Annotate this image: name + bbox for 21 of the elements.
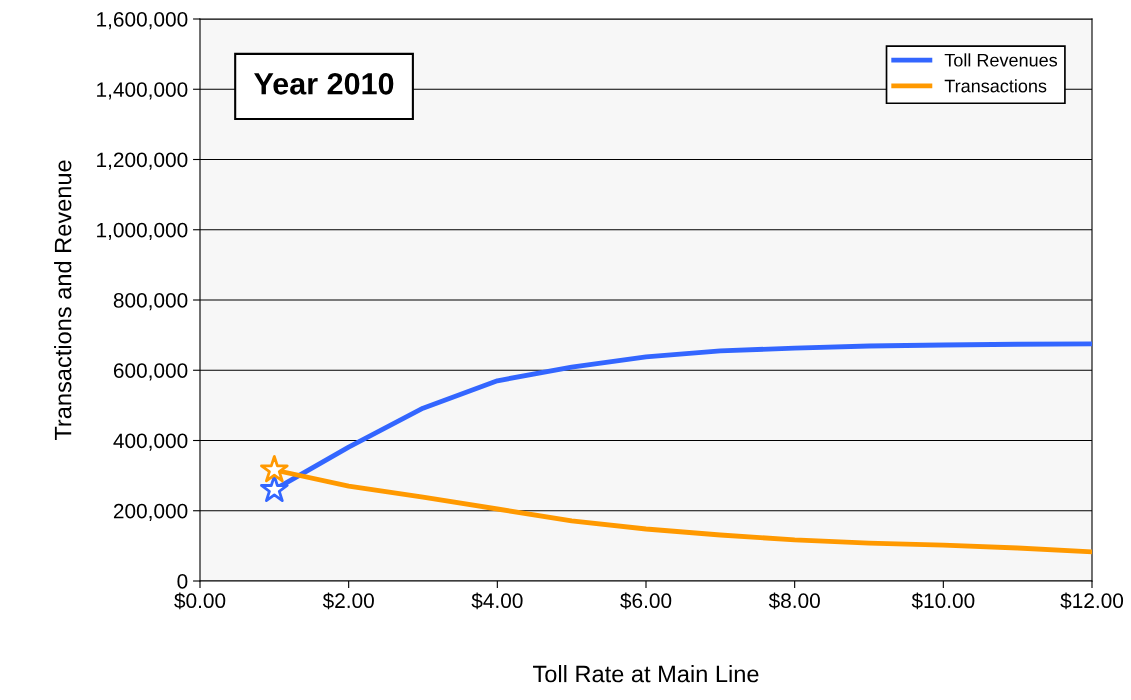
x-tick-label: $2.00 (322, 592, 374, 610)
y-tick-label: 200,000 (113, 503, 188, 521)
annotation: Year 2010 (254, 73, 394, 95)
x-tick-label: $8.00 (768, 592, 820, 610)
y-tick-label: 800,000 (113, 293, 188, 311)
x-tick-label: $12.00 (1060, 592, 1124, 610)
y-axis-title: Transactions and Revenue (54, 160, 72, 441)
y-tick-label: 600,000 (113, 363, 188, 381)
legend-label: Transactions (944, 79, 1047, 93)
y-tick-label: 400,000 (113, 433, 188, 451)
x-tick-label: $4.00 (471, 592, 523, 610)
x-axis-title: Toll Rate at Main Line (533, 665, 759, 683)
legend-label: Toll Revenues (944, 53, 1058, 67)
y-tick-label: 1,400,000 (97, 82, 188, 100)
x-tick-label: $6.00 (620, 592, 672, 610)
y-tick-label: 1,200,000 (97, 152, 188, 170)
y-tick-label: 1,000,000 (97, 222, 188, 240)
x-tick-label: $0.00 (174, 592, 226, 610)
y-tick-label: 1,600,000 (97, 12, 188, 30)
y-tick-label: 0 (177, 574, 188, 589)
x-tick-label: $10.00 (911, 592, 975, 610)
